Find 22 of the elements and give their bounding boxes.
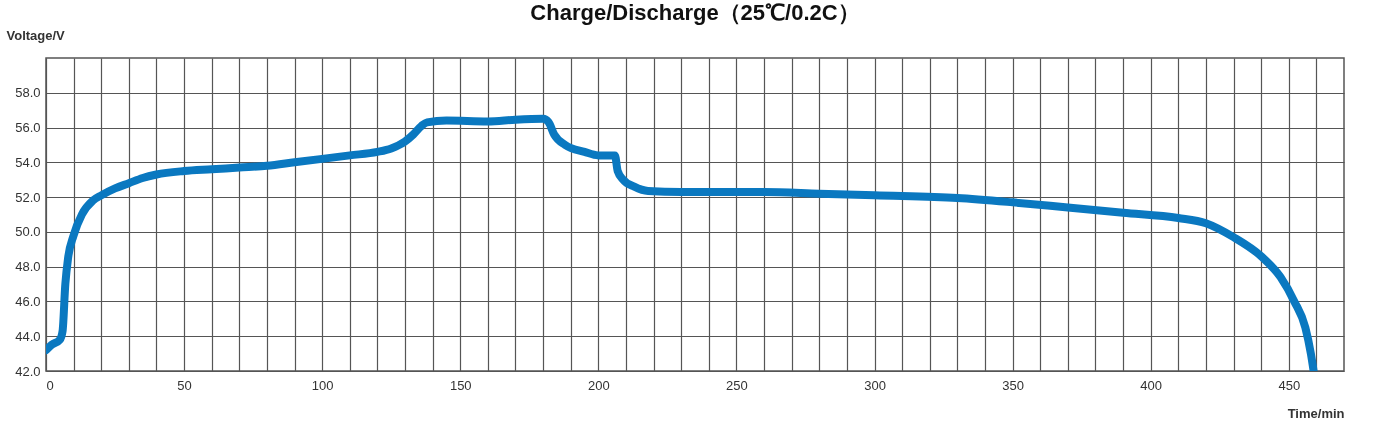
x-tick-label: 250: [726, 377, 748, 393]
x-tick-label: 300: [864, 377, 886, 393]
x-tick-label: 50: [177, 377, 192, 393]
x-tick-label: 150: [449, 377, 472, 393]
x-axis-title: Time/min: [1287, 405, 1345, 421]
y-tick-label: 46.0: [15, 293, 41, 309]
y-tick-label: 44.0: [15, 328, 41, 344]
x-tick-label: 200: [587, 377, 610, 393]
x-tick-label: 100: [311, 377, 334, 393]
y-tick-label: 50.0: [15, 224, 41, 240]
y-axis-title: Voltage/V: [6, 27, 66, 43]
y-tick-label: 58.0: [15, 85, 41, 101]
chart-title: Charge/Discharge（25℃/0.2C）: [530, 0, 860, 25]
x-tick-label: 350: [1002, 377, 1024, 393]
x-tick-label: 400: [1140, 377, 1163, 393]
y-tick-label: 48.0: [15, 259, 41, 275]
y-tick-label: 56.0: [15, 120, 41, 136]
y-tick-label: 52.0: [15, 189, 41, 205]
y-tick-label: 42.0: [15, 363, 41, 379]
y-tick-label: 54.0: [15, 154, 41, 170]
x-tick-label: 450: [1278, 377, 1301, 393]
x-tick-label: 0: [46, 377, 54, 393]
